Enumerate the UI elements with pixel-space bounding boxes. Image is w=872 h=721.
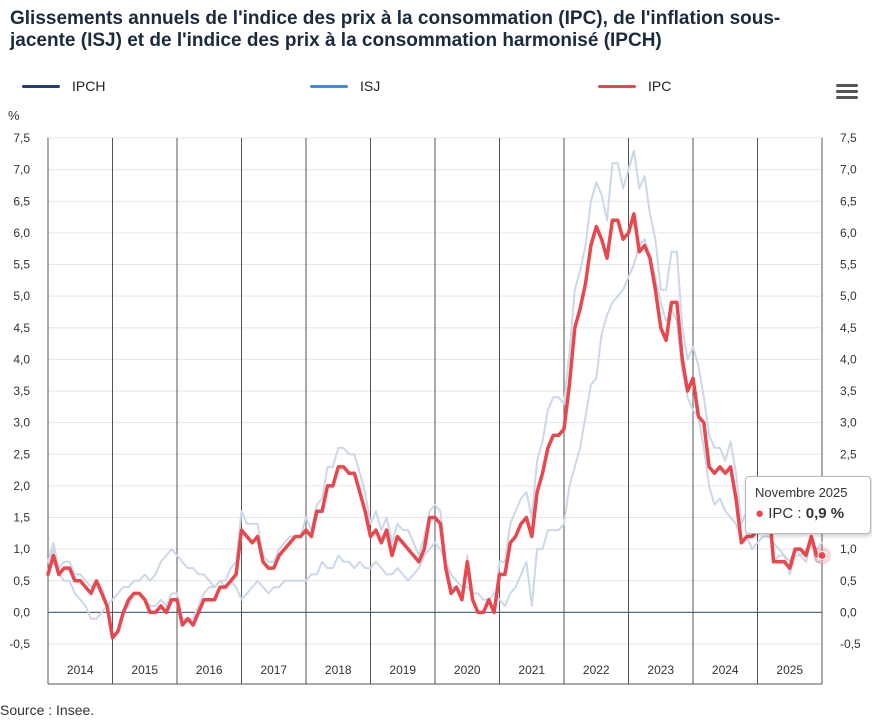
y-tick-label-left: 4,5 xyxy=(13,321,30,335)
y-tick-label-right: 0,5 xyxy=(840,574,857,588)
x-tick-label: 2016 xyxy=(196,663,223,677)
series-line-ipch xyxy=(47,149,823,639)
x-tick-label: 2021 xyxy=(518,663,545,677)
source-note: Source : Insee. xyxy=(0,702,95,718)
y-tick-label-right: 4,0 xyxy=(840,352,857,366)
x-tick-label: 2023 xyxy=(647,663,674,677)
x-tick-label: 2019 xyxy=(389,663,416,677)
y-tick-label-right: -0,5 xyxy=(840,637,861,651)
hamburger-menu-icon[interactable] xyxy=(836,84,858,102)
x-tick-label: 2015 xyxy=(131,663,158,677)
x-tick-label: 2018 xyxy=(325,663,352,677)
y-tick-label-right: 3,5 xyxy=(840,384,857,398)
y-tick-label-right: 4,5 xyxy=(840,321,857,335)
tooltip-row: ● IPC : 0,9 % xyxy=(755,505,845,522)
y-tick-label-left: 0,0 xyxy=(13,605,30,619)
x-tick-label: 2022 xyxy=(583,663,610,677)
hover-point xyxy=(817,550,827,560)
legend-swatch-isj xyxy=(310,84,348,88)
tooltip-dot-icon: ● xyxy=(755,505,765,522)
series-line-ipc xyxy=(46,212,824,640)
x-tick-label: 2017 xyxy=(260,663,287,677)
y-tick-label-left: 5,5 xyxy=(13,258,30,272)
y-tick-label-left: 5,0 xyxy=(13,289,30,303)
tooltip-date: Novembre 2025 xyxy=(755,485,848,500)
legend-label-ipc: IPC xyxy=(648,78,672,94)
y-tick-label-right: 2,5 xyxy=(840,447,857,461)
y-tick-label-left: 1,0 xyxy=(13,542,30,556)
y-tick-label-right: 7,0 xyxy=(840,163,857,177)
y-tick-label-left: -0,5 xyxy=(9,637,30,651)
legend-item-ipch[interactable]: IPCH xyxy=(22,78,105,94)
x-tick-label: 2014 xyxy=(67,663,94,677)
y-tick-label-right: 3,0 xyxy=(840,416,857,430)
y-tick-label-left: 0,5 xyxy=(13,574,30,588)
x-tick-label: 2024 xyxy=(712,663,739,677)
x-tick-label: 2025 xyxy=(776,663,803,677)
y-tick-label-left: 3,0 xyxy=(13,416,30,430)
x-tick-label: 2020 xyxy=(454,663,481,677)
legend-item-ipc[interactable]: IPC xyxy=(598,78,671,94)
y-tick-label-left: 2,5 xyxy=(13,447,30,461)
legend-swatch-ipc xyxy=(598,84,636,88)
y-tick-label-left: 1,5 xyxy=(13,511,30,525)
y-tick-label-right: 7,5 xyxy=(840,131,857,145)
tooltip-series: IPC xyxy=(768,505,794,522)
legend: IPCH ISJ IPC xyxy=(0,78,872,100)
y-tick-label-left: 7,5 xyxy=(13,131,30,145)
y-tick-label-left: 6,5 xyxy=(13,194,30,208)
y-tick-label-right: 6,5 xyxy=(840,194,857,208)
y-tick-label-left: 2,0 xyxy=(13,479,30,493)
y-tick-label-right: 1,0 xyxy=(840,542,857,556)
chart-tooltip: Novembre 2025 ● IPC : 0,9 % xyxy=(745,476,871,534)
legend-label-ipch: IPCH xyxy=(72,78,106,94)
legend-item-isj[interactable]: ISJ xyxy=(310,78,380,94)
y-axis-unit: % xyxy=(8,108,20,123)
y-tick-label-right: 5,5 xyxy=(840,258,857,272)
series-line-isj xyxy=(47,238,823,620)
y-tick-label-left: 4,0 xyxy=(13,352,30,366)
chart-title: Glissements annuels de l'indice des prix… xyxy=(10,8,781,51)
y-tick-label-right: 0,0 xyxy=(840,605,857,619)
y-tick-label-left: 3,5 xyxy=(13,384,30,398)
y-tick-label-left: 7,0 xyxy=(13,163,30,177)
legend-label-isj: ISJ xyxy=(360,78,381,94)
tooltip-value: 0,9 % xyxy=(805,505,845,522)
y-tick-label-right: 5,0 xyxy=(840,289,857,303)
legend-swatch-ipch xyxy=(22,84,60,88)
y-tick-label-right: 6,0 xyxy=(840,226,857,240)
y-tick-label-left: 6,0 xyxy=(13,226,30,240)
